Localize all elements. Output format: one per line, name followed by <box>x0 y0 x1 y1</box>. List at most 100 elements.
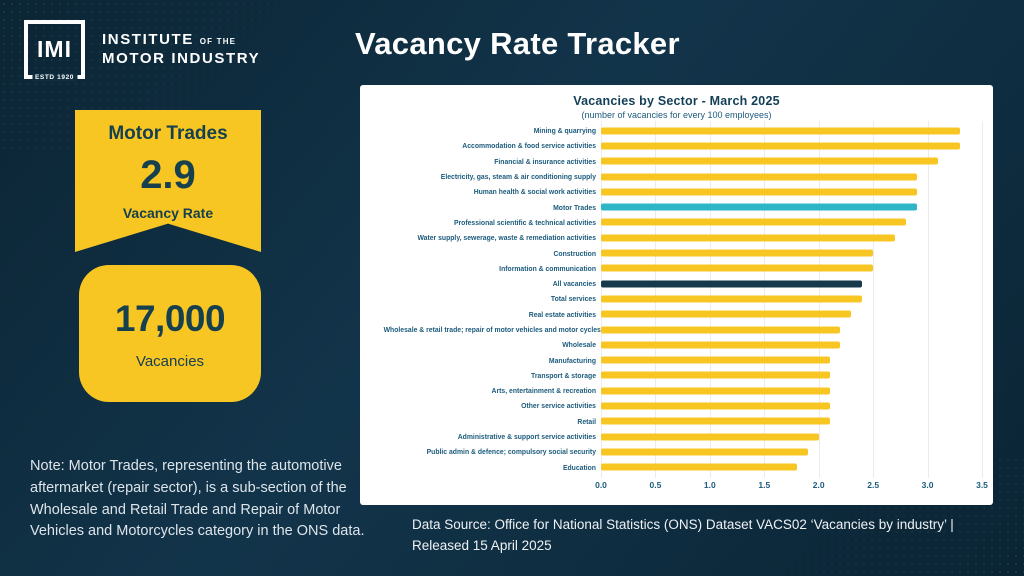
x-tick-label: 2.5 <box>867 480 880 490</box>
chart-row: Wholesale <box>360 337 982 352</box>
bar <box>601 356 830 364</box>
chart-row: Administrative & support service activit… <box>360 429 982 444</box>
bar <box>601 203 917 211</box>
chart-row: Human health & social work activities <box>360 184 982 199</box>
vacancies-card: 17,000 Vacancies <box>79 265 261 402</box>
bar-track <box>601 276 982 291</box>
logo-established-label: ESTD 1920 <box>31 73 78 82</box>
bar <box>601 264 874 272</box>
x-tick-label: 0.5 <box>649 480 662 490</box>
bar-track <box>601 169 982 184</box>
bar <box>601 433 819 441</box>
category-label: Wholesale <box>562 340 596 350</box>
bar <box>601 249 874 257</box>
category-label: Wholesale & retail trade; repair of moto… <box>383 325 601 334</box>
bar-track <box>601 368 982 383</box>
gridline <box>927 121 929 478</box>
bar-track <box>601 184 982 199</box>
bar-track <box>601 352 982 367</box>
category-label: Accommodation & food service activities <box>462 141 596 151</box>
chart-row: Water supply, sewerage, waste & remediat… <box>360 230 982 245</box>
chart-row: Accommodation & food service activities <box>360 138 982 153</box>
bar-track <box>601 322 982 337</box>
chart-row: Education <box>360 460 982 475</box>
bar <box>601 371 830 379</box>
x-tick-label: 2.0 <box>812 480 825 490</box>
category-label: Construction <box>553 248 596 258</box>
gridline <box>873 121 875 478</box>
bar <box>601 234 895 242</box>
bar <box>601 463 797 471</box>
category-label: Mining & quarrying <box>533 126 596 136</box>
bar-track <box>601 444 982 459</box>
bar <box>601 218 906 226</box>
bar-track <box>601 414 982 429</box>
bar <box>601 341 841 349</box>
chart-row: Electricity, gas, steam & air conditioni… <box>360 169 982 184</box>
bar-track <box>601 138 982 153</box>
category-label: Administrative & support service activit… <box>457 432 596 442</box>
chart-row: Public admin & defence; compulsory socia… <box>360 444 982 459</box>
bar-track <box>601 199 982 214</box>
bar <box>601 188 917 196</box>
bar-track <box>601 291 982 306</box>
bar <box>601 402 830 410</box>
bar-track <box>601 429 982 444</box>
bar <box>601 127 961 135</box>
bar-track <box>601 215 982 230</box>
x-tick-label: 3.5 <box>976 480 988 490</box>
bar-track <box>601 123 982 138</box>
logo-acronym: IMI <box>37 36 72 62</box>
x-tick-label: 1.5 <box>758 480 771 490</box>
bar <box>601 448 808 456</box>
bar-track <box>601 383 982 398</box>
chart-row: Transport & storage <box>360 368 982 383</box>
chart-row: Financial & insurance activities <box>360 154 982 169</box>
gridline <box>982 121 983 478</box>
bar <box>601 387 830 395</box>
vacancies-label: Vacancies <box>135 352 205 370</box>
chart-row: Mining & quarrying <box>360 123 982 138</box>
category-label: Water supply, sewerage, waste & remediat… <box>417 233 596 243</box>
category-label: Public admin & defence; compulsory socia… <box>426 447 596 457</box>
page-title: Vacancy Rate Tracker <box>355 26 680 61</box>
bar-track <box>601 398 982 413</box>
bar <box>601 173 917 181</box>
category-label: Motor Trades <box>553 202 596 212</box>
bar-track <box>601 245 982 260</box>
chart-row: Professional scientific & technical acti… <box>360 215 982 230</box>
imi-logo: IMI ESTD 1920 INSTITUTE OF THE MOTOR IND… <box>24 20 261 82</box>
bar-track <box>601 230 982 245</box>
bar <box>601 310 852 318</box>
ribbon-value: 2.9 <box>140 153 196 197</box>
chart-row: Real estate activities <box>360 307 982 322</box>
x-tick-label: 1.0 <box>703 480 716 490</box>
bar <box>601 142 961 150</box>
bar <box>601 280 863 288</box>
chart-row: Construction <box>360 245 982 260</box>
category-label: Retail <box>577 416 596 426</box>
category-label: Human health & social work activities <box>473 187 596 197</box>
bar <box>601 157 939 165</box>
bar-track <box>601 261 982 276</box>
chart-row: Motor Trades <box>360 199 982 214</box>
category-label: Education <box>562 462 596 472</box>
bar <box>601 326 841 333</box>
ribbon-title: Motor Trades <box>108 123 228 144</box>
category-label: Information & communication <box>499 263 596 273</box>
note-text: Note: Motor Trades, representing the aut… <box>30 458 365 540</box>
brand-name-motor-industry: MOTOR INDUSTRY <box>102 49 261 67</box>
chart-row: Total services <box>360 291 982 306</box>
ribbon-label: Vacancy Rate <box>122 205 214 221</box>
bar-track <box>601 460 982 475</box>
bar-track <box>601 337 982 352</box>
bar-track <box>601 154 982 169</box>
category-label: Professional scientific & technical acti… <box>453 217 596 227</box>
x-tick-label: 3.0 <box>921 480 934 490</box>
logo-box: IMI ESTD 1920 <box>24 20 85 82</box>
chart-subtitle: (number of vacancies for every 100 emplo… <box>581 110 772 120</box>
category-label: Total services <box>550 294 596 304</box>
chart-x-axis: 0.0 0.5 1.0 1.5 2.0 2.5 3.0 3.5 <box>595 480 988 494</box>
category-label: Transport & storage <box>531 370 596 380</box>
